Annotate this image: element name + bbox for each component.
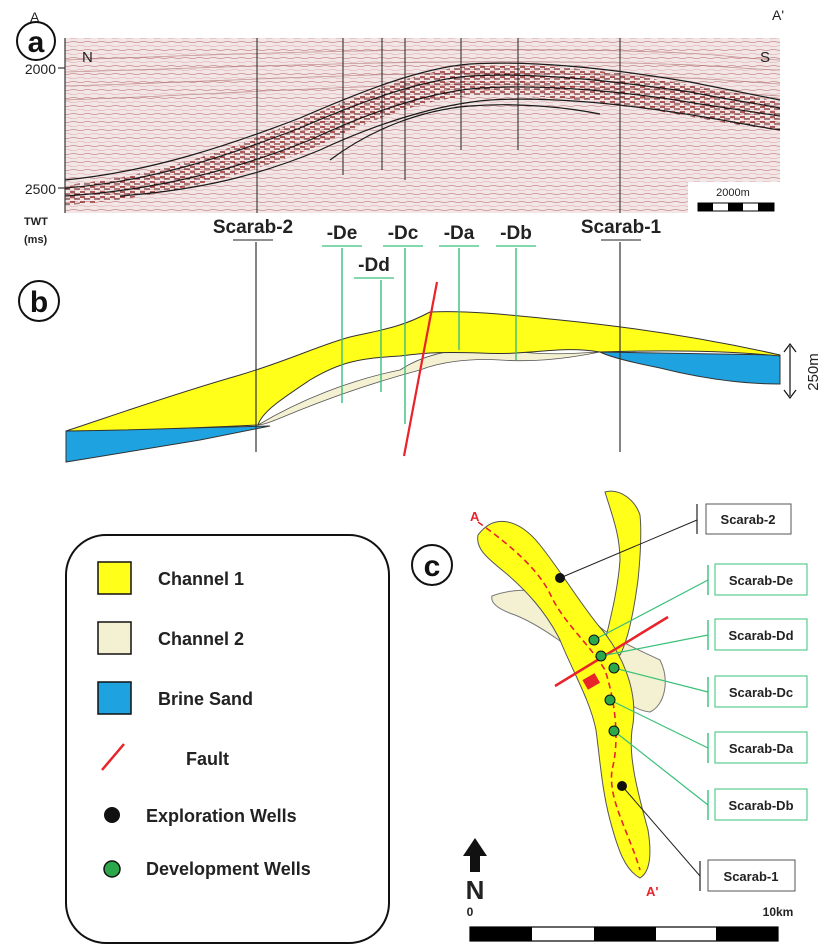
panel-a-marker [16,21,56,61]
panel-b-marker [18,280,60,322]
cross-section-panel: Scarab-2 -De -Dd -Dc -Da -Db Scarab-1 [18,217,821,463]
seismic-scale-bar [697,202,775,212]
legend-label-brine-sand: Brine Sand [158,689,253,709]
map-leader-lines [559,519,709,877]
tick-2000: 2000 [25,61,56,77]
tick-2500: 2500 [25,181,56,197]
map-fault-downthrow-marker [582,673,601,690]
north-label-map: N [466,875,485,905]
map-channel-1-branch [602,490,642,656]
box-label-scarab-db: Scarab-Db [728,798,793,813]
section-label-scarab-1: Scarab-1 [581,217,662,238]
horizon-lines [64,62,781,197]
box-label-scarab-dc: Scarab-Dc [729,685,793,700]
section-label-scarab-2: Scarab-2 [213,217,293,238]
seismic-panel: 2000 2500 TWT (ms) N S A A' 2000m a [16,7,784,246]
seismic-scale-label: 2000m [716,187,750,199]
brine-sand-left [65,425,271,463]
box-label-scarab-da: Scarab-Da [729,741,794,756]
legend-label-channel-2: Channel 2 [158,629,244,649]
map-scale-end: 10km [763,905,794,919]
thickness-arrow [783,343,797,399]
map-panel: c A A' [411,490,808,942]
box-label-scarab-1: Scarab-1 [724,869,779,884]
box-label-scarab-dd: Scarab-Dd [728,628,793,643]
panel-c-letter: c [424,550,441,583]
legend-label-fault: Fault [186,749,229,769]
box-scarab-da [714,731,808,764]
box-scarab-dc [714,675,808,708]
map-label-boxes: Scarab-2 Scarab-De Scarab-Dd Scarab-Dc S… [696,503,808,892]
box-scarab-de [714,563,808,596]
map-well-dc [608,662,620,674]
section-label-dd: -Dd [358,255,390,276]
axis-unit-twt: TWT [24,216,48,228]
map-label-a-prime: A' [646,884,658,899]
channel-1-body [65,311,781,432]
legend-exploration-well-symbol [104,807,120,823]
box-label-scarab-2: Scarab-2 [721,512,776,527]
panel-b-letter: b [30,286,48,319]
legend: Channel 1 Channel 2 Brine Sand Fault Exp… [65,534,390,944]
north-label: N [82,49,93,66]
north-arrow-icon [463,838,487,872]
box-scarab-1 [707,859,796,892]
panel-c-marker [411,544,453,586]
box-scarab-dd [714,618,808,651]
section-fault [402,281,439,457]
channel-2-body [257,348,601,426]
reflector-band [65,65,780,206]
map-well-de [588,634,600,646]
section-label-dc: -Dc [388,223,419,244]
legend-swatch-channel-1 [97,561,132,595]
south-label: S [760,49,770,66]
map-fault [554,615,669,688]
legend-fault-symbol [101,743,125,771]
map-well-scarab-1 [617,781,627,791]
thickness-label: 250m [805,353,821,391]
section-end-label: A' [772,7,784,23]
map-well-da [604,694,616,706]
box-scarab-db [714,788,808,821]
map-channel-1-main [477,520,651,879]
legend-label-development-wells: Development Wells [146,859,311,879]
brine-sand-right [599,351,781,385]
panel-a-letter: a [28,26,45,59]
section-label-de: -De [327,223,358,244]
map-scale-start: 0 [467,905,474,919]
legend-development-well-symbol [103,860,121,878]
box-label-scarab-de: Scarab-De [729,573,793,588]
section-start-label: A [30,9,40,25]
map-well-db [608,725,620,737]
axis-unit-ms: (ms) [24,234,48,246]
section-well-lines [255,242,621,452]
map-label-a: A [470,509,480,524]
map-well-scarab-2 [555,573,565,583]
legend-swatch-brine-sand [97,681,132,715]
seismic-well-lines [256,38,621,213]
section-label-da: -Da [444,223,475,244]
box-scarab-2 [705,503,792,535]
map-wells [555,573,627,791]
section-label-db: -Db [500,223,532,244]
legend-box [65,534,390,944]
legend-label-exploration-wells: Exploration Wells [146,806,297,826]
map-scale-bar [469,926,779,942]
map-well-dd [595,650,607,662]
legend-swatch-channel-2 [97,621,132,655]
legend-label-channel-1: Channel 1 [158,569,244,589]
